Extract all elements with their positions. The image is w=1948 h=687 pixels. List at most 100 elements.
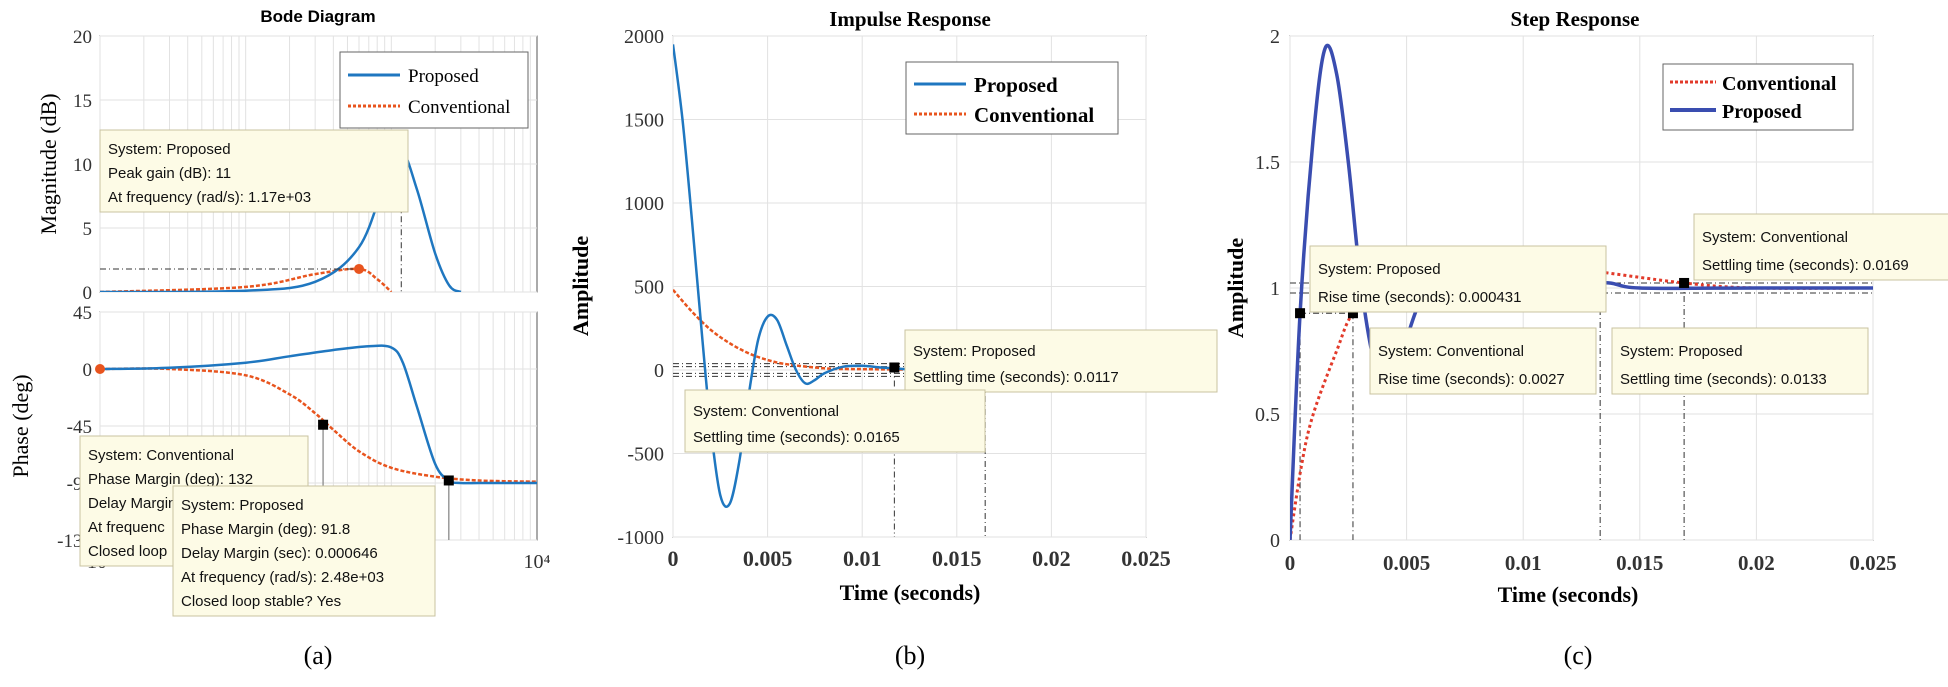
tooltip-step-settling-proposed: System: Proposed Settling time (seconds):… [1611, 327, 1869, 395]
legend-proposed: Proposed [1722, 101, 1802, 123]
panel-label-a: (a) [304, 641, 333, 670]
phase-margin-marker-conventional [318, 419, 329, 430]
tick-label: 0.005 [743, 546, 793, 571]
tick-label: 1000 [624, 193, 664, 215]
tick-label: 45 [73, 303, 92, 324]
tooltip-box [684, 389, 986, 453]
tooltip-line: Phase Margin (deg): 132 [88, 471, 253, 488]
legend-proposed: Proposed [974, 73, 1058, 97]
tick-label: 0 [83, 360, 93, 381]
tooltip-peak-gain: System: Proposed Peak gain (dB): 11 At fre… [99, 129, 409, 213]
tooltip-line: Settling time (seconds): 0.0165 [693, 429, 900, 446]
tick-label: -500 [627, 444, 664, 466]
tooltip-line: System: Proposed [108, 141, 231, 158]
phase-margin-marker-proposed [443, 475, 454, 486]
tick-label: 0.005 [1383, 551, 1430, 575]
tooltip-line: At frequency (rad/s): 1.17e+03 [108, 189, 311, 206]
tick-label: 10⁴ [524, 551, 551, 573]
panel-label-c: (c) [1564, 641, 1593, 670]
tooltip-line: Settling time (seconds): 0.0133 [1620, 371, 1827, 388]
legend-conventional: Conventional [974, 103, 1094, 127]
impulse-xlabel: Time (seconds) [840, 580, 981, 605]
tick-label: 0 [83, 283, 93, 304]
tick-label: 0.01 [843, 546, 882, 571]
tooltip-line: Rise time (seconds): 0.000431 [1318, 289, 1521, 306]
rise-marker-conventional [1347, 308, 1358, 319]
tick-label: -1000 [617, 527, 664, 549]
tooltip-step-rise-proposed: System: Proposed Rise time (seconds): 0.0… [1309, 245, 1607, 313]
impulse-legend: Proposed Conventional [905, 61, 1119, 135]
tooltip-box [1611, 327, 1869, 395]
tooltip-box [904, 329, 1218, 393]
tick-label: 10 [73, 155, 92, 176]
tick-label: 0.5 [1255, 404, 1280, 426]
tick-label: 20 [73, 27, 92, 48]
tick-label: 0.01 [1505, 551, 1542, 575]
tooltip-line: System: Conventional [1378, 343, 1524, 360]
tick-label: 5 [83, 219, 93, 240]
tooltip-step-rise-conventional: System: Conventional Rise time (seconds):… [1369, 327, 1597, 395]
step-ylabel: Amplitude [1223, 238, 1248, 338]
panel-a: Bode Diagram Magnitude (dB) 0 5 10 15 20 Pro… [8, 7, 551, 617]
tooltip-line: System: Proposed [913, 343, 1036, 360]
tooltip-step-settling-conventional: System: Conventional Settling time (secon… [1693, 213, 1948, 281]
panel-label-b: (b) [895, 641, 925, 670]
tooltip-line: Phase Margin (deg): 91.8 [181, 521, 350, 538]
tooltip-impulse-conventional: System: Conventional Settling time (secon… [684, 389, 986, 453]
tooltip-line: Peak gain (dB): 11 [108, 165, 231, 182]
tick-label: 1 [1270, 278, 1280, 300]
series-proposed-phase [100, 344, 537, 485]
tick-label: 0 [654, 360, 664, 382]
tick-label: 0.02 [1738, 551, 1775, 575]
tooltip-box [172, 485, 436, 617]
tick-label: 0 [668, 546, 679, 571]
legend-proposed: Proposed [408, 66, 479, 87]
tooltip-line: System: Conventional [693, 403, 839, 420]
settling-marker-proposed [889, 362, 900, 373]
tick-label: 0 [1270, 530, 1280, 552]
settling-marker-conventional [1679, 277, 1690, 288]
tooltip-line: At frequenc [88, 519, 165, 536]
phase-start-marker [95, 364, 105, 374]
tooltip-line: Rise time (seconds): 0.0027 [1378, 371, 1565, 388]
tick-label: 2000 [624, 26, 664, 48]
tooltip-line: Settling time (seconds): 0.0169 [1702, 257, 1909, 274]
tooltip-line: Delay Margin [88, 495, 176, 512]
magnitude-legend: Proposed Conventional [339, 51, 529, 129]
panel-b: Impulse Response -1000 -500 0 500 1000 1500 20… [568, 7, 1218, 605]
tick-label: 1500 [624, 110, 664, 132]
series-conventional-magnitude [100, 267, 393, 292]
step-title: Step Response [1511, 7, 1640, 31]
step-legend: Conventional Proposed [1662, 63, 1854, 131]
tooltip-line: Closed loop [88, 543, 167, 560]
impulse-title: Impulse Response [829, 7, 991, 31]
phase-ylabel: Phase (deg) [8, 374, 33, 477]
tick-label: 0.025 [1121, 546, 1171, 571]
tooltip-line: At frequency (rad/s): 2.48e+03 [181, 569, 384, 586]
rise-marker-proposed [1295, 308, 1306, 319]
tooltip-box [1309, 245, 1607, 313]
tick-label: 0 [1285, 551, 1296, 575]
legend-conventional: Conventional [408, 97, 510, 118]
tick-label: 0.015 [932, 546, 982, 571]
tick-label: 500 [634, 277, 664, 299]
bode-title: Bode Diagram [260, 7, 375, 26]
tooltip-line: System: Proposed [1318, 261, 1441, 278]
tooltip-line: System: Proposed [1620, 343, 1743, 360]
tooltip-box [1369, 327, 1597, 395]
panel-c: Step Response 0 0.5 1 1.5 2 0 0.005 0.01 0.015 0.… [1223, 7, 1948, 607]
magnitude-ylabel: Magnitude (dB) [36, 93, 61, 234]
tick-label: 0.025 [1849, 551, 1896, 575]
tick-label: 0.015 [1616, 551, 1663, 575]
tooltip-phase-proposed: System: Proposed Phase Margin (deg): 91.8… [172, 485, 436, 617]
tooltip-line: Delay Margin (sec): 0.000646 [181, 545, 378, 562]
step-xlabel: Time (seconds) [1498, 582, 1639, 607]
tooltip-box [1693, 213, 1948, 281]
tooltip-line: System: Conventional [88, 447, 234, 464]
impulse-ylabel: Amplitude [568, 236, 593, 336]
tooltip-box [99, 129, 409, 213]
tick-label: -45 [67, 417, 92, 438]
tooltip-line: Closed loop stable? Yes [181, 593, 341, 610]
tooltip-line: System: Conventional [1702, 229, 1848, 246]
